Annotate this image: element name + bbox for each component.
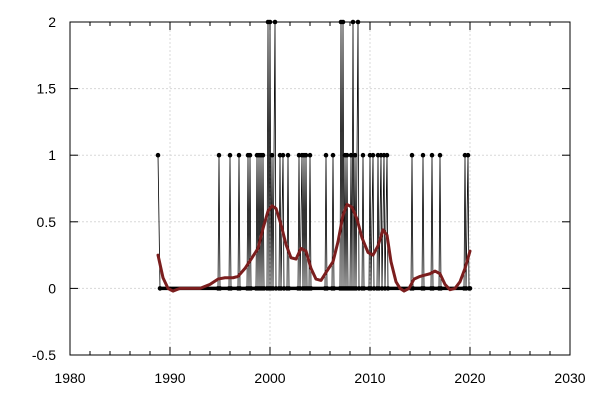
tick-labels: 1980 1990 2000 2010 2020 2030 -0.5 0 0.5 1 1.5 2	[32, 14, 586, 386]
data-point	[430, 286, 436, 291]
data-point	[228, 286, 234, 291]
y-tick-label: 0	[48, 280, 56, 296]
data-point	[237, 286, 243, 291]
data-point	[361, 286, 367, 291]
data-point	[303, 152, 309, 158]
x-tick-label: 1990	[154, 370, 185, 386]
y-tick-label: -0.5	[32, 347, 56, 363]
data-point	[307, 152, 313, 158]
data-point	[330, 152, 336, 158]
data-point	[360, 152, 366, 158]
data-point	[344, 152, 350, 158]
data-point	[352, 152, 358, 158]
data-point	[217, 286, 223, 291]
data-point	[323, 152, 329, 158]
data-point	[355, 19, 361, 25]
data-point	[157, 286, 163, 291]
smoothed-series-line	[156, 202, 472, 293]
data-point	[267, 19, 273, 25]
data-point	[437, 152, 443, 158]
y-tick-label: 0.5	[37, 214, 57, 230]
grid	[70, 22, 570, 355]
data-point	[467, 286, 473, 291]
data-point	[409, 152, 415, 158]
x-tick-label: 2020	[454, 370, 485, 386]
data-point	[285, 152, 291, 158]
data-point	[260, 152, 266, 158]
data-point	[348, 152, 354, 158]
x-tick-label: 2000	[254, 370, 285, 386]
data-point	[280, 152, 286, 158]
data-point	[438, 286, 444, 291]
data-point	[155, 152, 161, 158]
data-point	[350, 19, 356, 25]
data-point	[272, 19, 278, 25]
data-point	[340, 19, 346, 25]
data-point	[429, 152, 435, 158]
plot-area-border	[69, 21, 571, 356]
data-point	[324, 286, 330, 291]
series-group	[155, 19, 473, 293]
data-point	[410, 286, 416, 291]
data-point	[421, 286, 427, 291]
x-tick-label: 2030	[554, 370, 585, 386]
y-tick-label: 1	[48, 147, 56, 163]
data-point	[248, 286, 254, 291]
y-tick-label: 1.5	[37, 81, 57, 97]
data-point	[385, 286, 391, 291]
x-tick-label: 2010	[354, 370, 385, 386]
data-point	[384, 152, 390, 158]
data-point	[216, 152, 222, 158]
y-tick-label: 2	[48, 14, 56, 30]
data-point	[236, 152, 242, 158]
data-point	[269, 152, 275, 158]
data-point	[370, 152, 376, 158]
data-point	[227, 152, 233, 158]
x-tick-label: 1980	[54, 370, 85, 386]
axis-ticks	[69, 21, 571, 356]
data-point	[331, 286, 337, 291]
data-point	[286, 286, 292, 291]
data-point	[308, 286, 314, 291]
data-point	[420, 152, 426, 158]
data-point	[247, 152, 253, 158]
data-point	[465, 152, 471, 158]
